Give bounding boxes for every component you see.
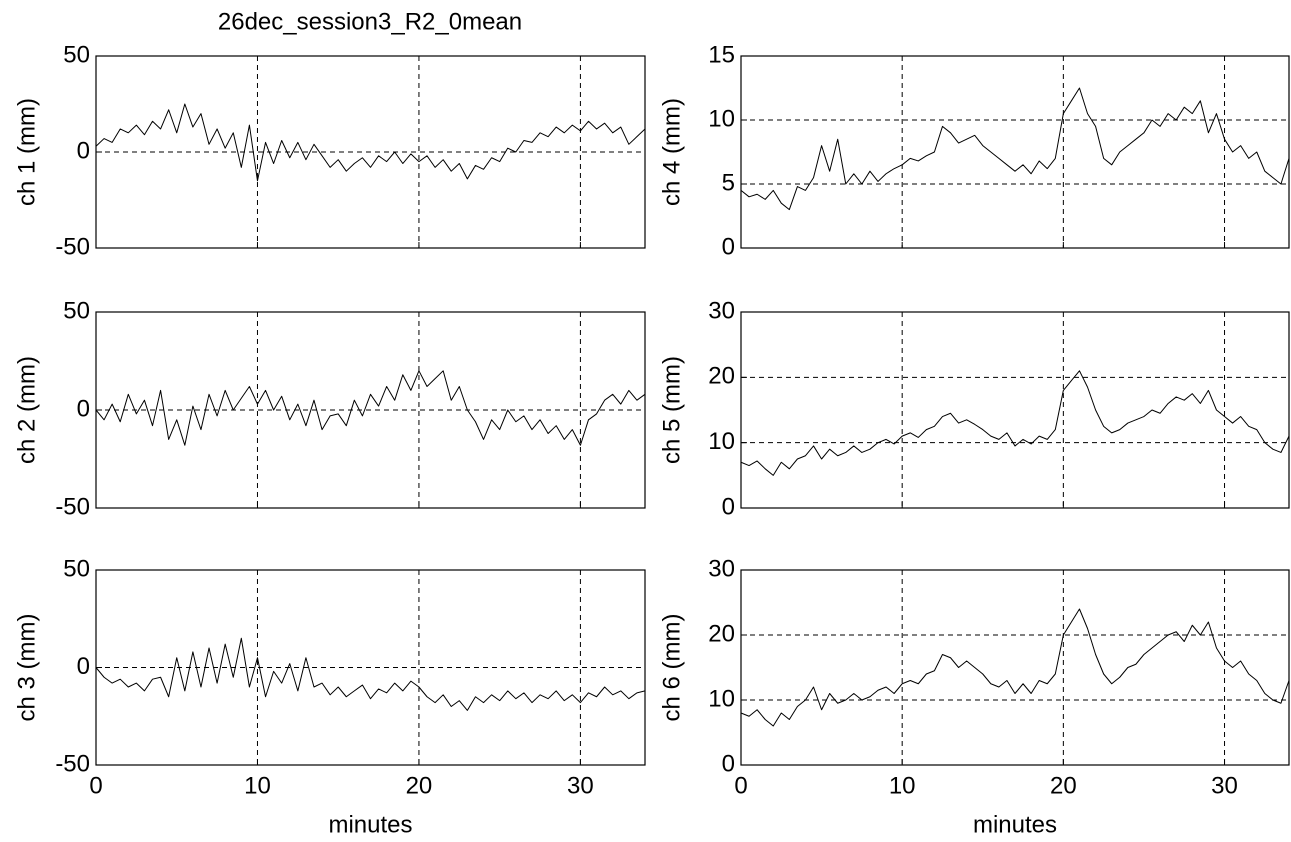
y-axis-label: ch 4 (mm) xyxy=(658,98,685,206)
x-tick-label: 20 xyxy=(406,772,433,799)
y-tick-label: 10 xyxy=(708,428,735,455)
x-tick-label: 0 xyxy=(89,772,102,799)
y-axis-label: ch 6 (mm) xyxy=(658,614,685,722)
y-tick-label: 20 xyxy=(708,363,735,390)
y-axis-label: ch 1 (mm) xyxy=(13,98,40,206)
x-axis-label: minutes xyxy=(328,811,412,838)
axes-box xyxy=(95,311,646,509)
line-trace xyxy=(740,370,1290,476)
plot-background xyxy=(741,56,1289,248)
y-tick-label: 0 xyxy=(722,493,735,520)
y-tick-label: 5 xyxy=(722,169,735,196)
y-tick-label: -50 xyxy=(55,233,90,260)
y-tick-label: 30 xyxy=(708,297,735,324)
line-trace xyxy=(95,103,646,182)
x-tick-label: 10 xyxy=(889,772,916,799)
y-axis-label: ch 3 (mm) xyxy=(13,614,40,722)
x-tick-label: 30 xyxy=(567,772,594,799)
y-axis-label: ch 2 (mm) xyxy=(13,356,40,464)
y-tick-label: 50 xyxy=(63,41,90,68)
line-trace xyxy=(95,370,646,446)
x-tick-label: 20 xyxy=(1050,772,1077,799)
y-tick-label: -50 xyxy=(55,493,90,520)
y-tick-label: -50 xyxy=(55,750,90,777)
axes-box xyxy=(95,55,646,249)
line-trace xyxy=(740,608,1290,727)
y-tick-label: 0 xyxy=(722,750,735,777)
y-tick-label: 10 xyxy=(708,105,735,132)
y-tick-label: 0 xyxy=(77,653,90,680)
y-tick-label: 0 xyxy=(77,395,90,422)
chart-title: 26dec_session3_R2_0mean xyxy=(218,8,522,35)
x-tick-label: 0 xyxy=(734,772,747,799)
line-trace xyxy=(95,637,646,711)
plot-background xyxy=(741,312,1289,508)
x-axis-label: minutes xyxy=(973,811,1057,838)
x-tick-label: 10 xyxy=(244,772,271,799)
line-trace xyxy=(740,87,1290,211)
y-axis-label: ch 5 (mm) xyxy=(658,356,685,464)
plot-background xyxy=(741,570,1289,765)
y-tick-label: 50 xyxy=(63,297,90,324)
x-tick-label: 30 xyxy=(1211,772,1238,799)
y-tick-label: 15 xyxy=(708,41,735,68)
y-tick-label: 0 xyxy=(77,137,90,164)
axes-box xyxy=(740,311,1290,509)
y-tick-label: 0 xyxy=(722,233,735,260)
axes-box xyxy=(740,55,1290,249)
y-tick-label: 10 xyxy=(708,685,735,712)
axes-box xyxy=(740,569,1290,766)
y-tick-label: 30 xyxy=(708,555,735,582)
axes-box xyxy=(95,569,646,766)
y-tick-label: 20 xyxy=(708,620,735,647)
y-tick-label: 50 xyxy=(63,555,90,582)
